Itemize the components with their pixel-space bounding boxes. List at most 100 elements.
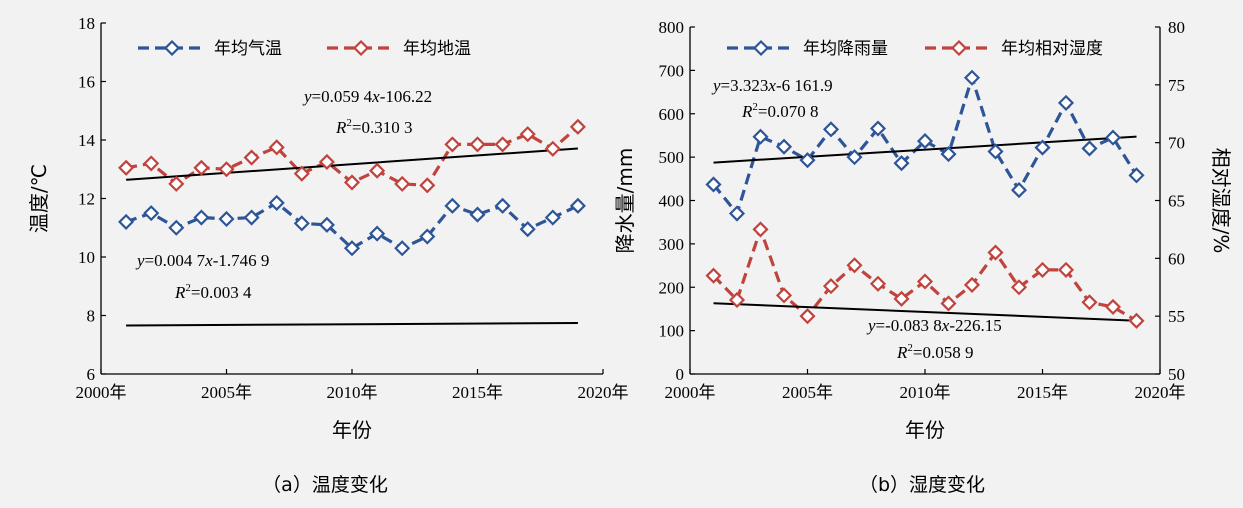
data-point [193, 159, 210, 176]
data-point [869, 275, 887, 292]
x-tick-label: 2015年 [1017, 383, 1068, 402]
x-tick-label: 2000年 [665, 383, 716, 402]
data-point [1010, 182, 1028, 199]
y-tick-label: 800 [659, 18, 685, 37]
data-point [394, 175, 411, 192]
data-point [243, 149, 260, 166]
data-point [569, 118, 586, 135]
panel-caption: （a）温度变化 [262, 474, 388, 496]
y2-tick-label: 80 [1168, 18, 1185, 37]
legend-marker [950, 39, 968, 57]
data-point [394, 240, 411, 257]
data-point [1081, 294, 1098, 311]
y2-tick-label: 50 [1168, 365, 1185, 384]
y-tick-label: 700 [659, 61, 685, 80]
data-point [1057, 94, 1075, 111]
data-point [799, 308, 816, 325]
y2-tick-label: 65 [1168, 192, 1185, 211]
data-point [752, 128, 769, 145]
y-tick-label: 0 [676, 365, 685, 384]
legend-label: 年均气温 [214, 39, 282, 59]
trend-r2: R2=0.058 9 [896, 342, 973, 362]
data-point [293, 165, 310, 182]
legend-label: 年均相对湿度 [1001, 39, 1103, 59]
x-tick-label: 2005年 [782, 383, 833, 402]
data-point [168, 175, 185, 192]
data-point [893, 155, 910, 172]
y2-tick-label: 70 [1168, 134, 1185, 153]
data-point [369, 225, 386, 242]
x-axis-title: 年份 [332, 418, 372, 442]
data-point [118, 159, 135, 176]
trend-equation: y=-0.083 8x-226.15 [866, 316, 1002, 335]
data-point [752, 221, 769, 238]
y2-tick-label: 75 [1168, 76, 1185, 95]
data-point [293, 215, 310, 232]
data-point [987, 143, 1004, 160]
x-tick-label: 2015年 [452, 383, 503, 402]
y-tick-label: 300 [659, 235, 685, 254]
data-point [419, 177, 436, 194]
data-point [1128, 312, 1145, 329]
data-point [940, 295, 957, 312]
data-point [118, 213, 135, 230]
panel-caption: （b）湿度变化 [859, 474, 985, 496]
y-tick-label: 16 [78, 73, 95, 92]
data-point [728, 205, 746, 222]
data-point [916, 133, 934, 150]
data-point [369, 162, 386, 179]
data-point [243, 209, 260, 226]
data-point [343, 174, 361, 191]
data-point [268, 194, 285, 211]
legend-label: 年均地温 [403, 39, 471, 59]
data-point [775, 287, 793, 304]
y2-axis-title: 相对湿度/% [1209, 148, 1233, 254]
y-tick-label: 12 [78, 190, 95, 209]
y-tick-label: 6 [87, 365, 96, 384]
data-point [268, 139, 285, 156]
x-tick-label: 2010年 [900, 383, 951, 402]
data-point [1034, 261, 1051, 278]
trend-line [713, 302, 1137, 322]
data-point [469, 206, 486, 223]
data-point [569, 197, 586, 214]
trend-equation: y=0.059 4x-106.22 [302, 87, 432, 106]
data-point [544, 140, 561, 157]
x-axis-title: 年份 [905, 418, 945, 442]
trend-line [126, 322, 578, 327]
data-point [168, 219, 185, 236]
y-tick-label: 200 [659, 278, 685, 297]
data-point [318, 153, 335, 170]
data-point [705, 176, 722, 193]
data-point [343, 240, 361, 257]
data-point [218, 210, 235, 228]
data-point [799, 152, 816, 169]
data-point [1057, 261, 1075, 278]
data-point [444, 136, 461, 153]
data-point [218, 161, 235, 178]
x-tick-label: 2010年 [327, 383, 378, 402]
data-point [419, 228, 436, 245]
data-point [1010, 279, 1028, 296]
y-tick-label: 10 [78, 248, 95, 267]
data-point [963, 69, 981, 86]
y-tick-label: 100 [659, 322, 685, 341]
data-point [143, 155, 160, 172]
data-point [728, 291, 746, 309]
data-point [444, 197, 461, 214]
data-point [916, 273, 934, 290]
y-tick-label: 600 [659, 105, 685, 124]
data-point [705, 267, 722, 284]
x-tick-label: 2005年 [201, 383, 252, 402]
trend-r2: R2=0.070 8 [741, 101, 818, 121]
data-point [846, 149, 863, 166]
data-point [893, 290, 910, 307]
data-point [494, 136, 511, 153]
y-tick-label: 18 [78, 14, 95, 33]
data-point [544, 209, 561, 226]
data-point [963, 276, 981, 293]
trend-line [713, 135, 1137, 164]
data-point [940, 146, 957, 163]
